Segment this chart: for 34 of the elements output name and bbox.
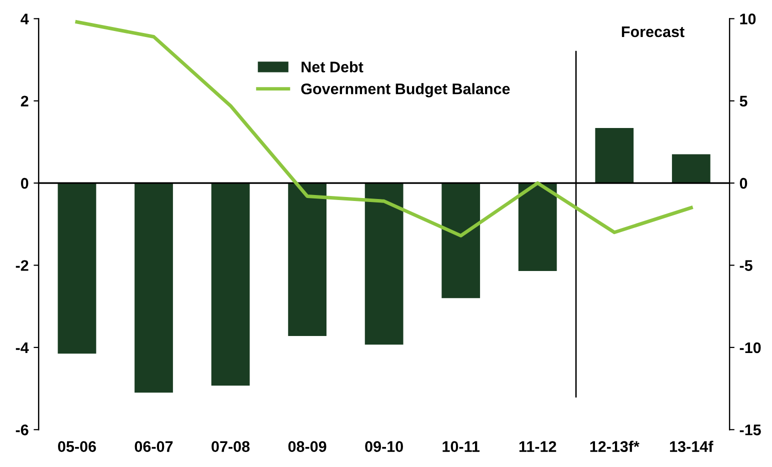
x-tick-label: 12-13f*: [590, 440, 640, 452]
line-series: [75, 20, 693, 238]
bar: [288, 183, 326, 336]
x-tick-label: 08-09: [288, 441, 326, 452]
y-tick-label: 0: [20, 178, 28, 189]
y2-tick-label: -5: [740, 260, 752, 271]
bar: [134, 183, 173, 393]
annotation: Forecast: [622, 26, 684, 38]
legend-label: Net Debt: [302, 61, 364, 72]
y-tick-label: -6: [16, 424, 28, 436]
y2-tick-label: 10: [740, 14, 756, 24]
y-tick-label: 4: [20, 14, 29, 24]
bar: [518, 183, 557, 272]
bar: [58, 183, 96, 354]
bar: [595, 128, 634, 184]
bar: [364, 183, 404, 345]
x-tick-label: 05-06: [58, 441, 96, 452]
legend-label: Government Budget Balance: [301, 83, 510, 98]
y2-tick-label: -10: [740, 342, 761, 354]
bar: [211, 183, 250, 386]
x-tick-label: 07-08: [212, 441, 250, 452]
y2-tick-label: 0: [740, 178, 748, 189]
x-tick-label: 13-14f: [670, 440, 714, 452]
y-tick-label: 2: [20, 96, 28, 106]
x-tick-label: 06-07: [134, 441, 173, 452]
y2-tick-label: -15: [740, 424, 761, 436]
y-tick-label: -4: [16, 342, 29, 353]
x-tick-label: 09-10: [365, 441, 403, 452]
bar: [672, 154, 710, 184]
y-tick-label: -2: [16, 260, 28, 271]
x-tick-label: 11-12: [519, 441, 556, 452]
bar: [442, 183, 480, 298]
y2-tick-label: 5: [740, 96, 748, 107]
x-tick-label: 10-11: [442, 441, 480, 452]
